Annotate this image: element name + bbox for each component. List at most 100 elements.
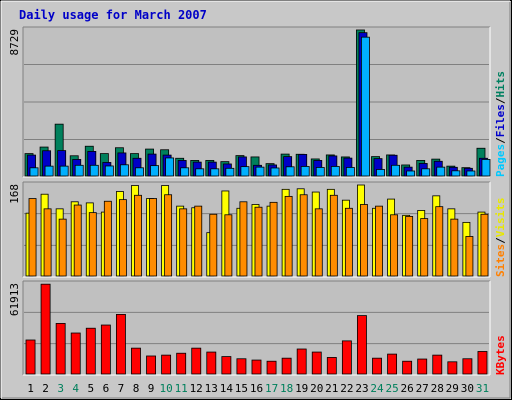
bar-kbytes-day-3 — [55, 323, 66, 375]
x-tick-label-day-8: 8 — [133, 382, 140, 395]
bar-kbytes-day-15 — [236, 358, 247, 375]
legend-pages-files-hits: Pages/Files/Hits — [494, 71, 507, 177]
bar-pages-day-14 — [225, 167, 235, 177]
bar-sites-day-22 — [344, 207, 353, 277]
bar-pages-day-20 — [315, 167, 325, 177]
x-tick-label-day-28: 28 — [431, 382, 444, 395]
x-tick-label-day-16: 16 — [250, 382, 263, 395]
bar-kbytes-day-23 — [357, 315, 367, 375]
x-tick-label-day-6: 6 — [103, 382, 110, 395]
bar-pages-day-25 — [391, 164, 401, 177]
bar-pages-day-30 — [466, 170, 476, 177]
bar-pages-day-31 — [481, 159, 491, 177]
bar-sites-day-21 — [329, 194, 338, 277]
legend-entry: / — [494, 97, 507, 104]
bar-pages-day-4 — [74, 164, 84, 177]
x-tick-label-day-15: 15 — [235, 382, 248, 395]
x-tick-label-day-17: 17 — [265, 382, 278, 395]
bar-kbytes-day-4 — [70, 332, 81, 375]
bar-pages-day-19 — [300, 166, 310, 177]
bar-pages-day-11 — [180, 167, 190, 177]
bar-sites-day-5 — [88, 212, 97, 277]
bar-sites-day-20 — [314, 208, 323, 277]
panel-pages-files-hits: 8729 Pages/Files/Hits — [8, 26, 507, 178]
bar-sites-day-27 — [420, 218, 429, 277]
bar-kbytes-day-2 — [40, 283, 51, 375]
bar-kbytes-day-16 — [251, 359, 262, 375]
bar-sites-day-8 — [134, 194, 142, 277]
x-tick-label-day-30: 30 — [461, 382, 474, 395]
bar-pages-day-6 — [104, 165, 114, 177]
bar-pages-day-22 — [345, 167, 355, 177]
bar-kbytes-day-5 — [85, 327, 96, 375]
bar-pages-day-5 — [89, 164, 99, 177]
x-tick-label-day-25: 25 — [385, 382, 398, 395]
x-tick-label-day-19: 19 — [295, 382, 308, 395]
y-max-label: 168 — [8, 184, 21, 204]
x-tick-label-day-24: 24 — [370, 382, 384, 395]
bar-kbytes-day-31 — [477, 351, 488, 375]
x-tick-label-day-13: 13 — [205, 382, 218, 395]
bar-kbytes-day-22 — [341, 340, 352, 375]
bar-pages-day-24 — [376, 169, 385, 177]
x-tick-label-day-11: 11 — [175, 382, 188, 395]
panel-kbytes: 61913 KBytes — [8, 280, 507, 376]
bar-sites-day-14 — [224, 214, 233, 277]
x-tick-label-day-20: 20 — [310, 382, 323, 395]
legend-entry: / — [494, 237, 507, 244]
bar-kbytes-day-9 — [146, 355, 156, 375]
bar-kbytes-day-26 — [402, 360, 413, 375]
legend-entry: Pages — [494, 144, 507, 177]
bar-pages-day-12 — [195, 168, 205, 177]
bar-pages-day-26 — [406, 170, 416, 177]
bar-pages-day-3 — [59, 165, 69, 177]
bar-kbytes-day-11 — [176, 352, 187, 375]
x-tick-label-day-3: 3 — [57, 382, 64, 395]
bar-pages-day-2 — [44, 165, 54, 177]
x-tick-label-day-1: 1 — [27, 382, 34, 395]
x-tick-label-day-31: 31 — [476, 382, 489, 395]
bar-kbytes-day-19 — [296, 348, 307, 375]
y-max-label: 8729 — [8, 29, 21, 56]
bar-sites-day-23 — [360, 204, 368, 277]
bar-pages-day-18 — [285, 166, 295, 177]
bar-pages-day-17 — [270, 167, 280, 177]
bar-sites-day-15 — [239, 201, 248, 277]
bar-kbytes-day-8 — [131, 347, 141, 375]
bar-pages-day-27 — [421, 168, 431, 177]
bar-kbytes-day-6 — [100, 324, 111, 375]
bar-kbytes-day-27 — [417, 358, 428, 375]
x-tick-label-day-26: 26 — [400, 382, 413, 395]
bar-pages-day-29 — [451, 170, 461, 177]
x-tick-label-day-29: 29 — [446, 382, 459, 395]
bar-pages-day-9 — [150, 165, 159, 177]
legend-sites-visits: Sites/Visits — [494, 198, 507, 278]
bar-sites-day-11 — [179, 208, 188, 277]
x-tick-label-day-27: 27 — [416, 382, 429, 395]
bar-sites-day-3 — [58, 218, 67, 277]
y-max-label: 61913 — [8, 283, 21, 316]
bar-sites-day-31 — [480, 213, 489, 277]
bar-sites-day-4 — [73, 204, 82, 277]
legend-entry: Hits — [494, 71, 507, 98]
legend-entry: / — [494, 137, 507, 144]
x-tick-label-day-14: 14 — [220, 382, 234, 395]
bar-sites-day-25 — [390, 214, 399, 277]
bar-kbytes-day-20 — [311, 351, 322, 375]
x-tick-label-day-2: 2 — [42, 382, 49, 395]
bar-kbytes-day-1 — [25, 339, 36, 375]
bar-kbytes-day-7 — [115, 314, 126, 375]
bar-kbytes-day-12 — [191, 347, 202, 375]
bar-kbytes-day-25 — [387, 353, 398, 375]
bar-pages-day-8 — [135, 167, 144, 177]
x-tick-label-day-23: 23 — [355, 382, 368, 395]
bar-pages-day-15 — [240, 166, 250, 177]
bar-sites-day-16 — [254, 206, 263, 277]
chart-panels: 8729 Pages/Files/Hits 168 Sites/Visits 61913… — [8, 26, 507, 376]
bar-kbytes-day-13 — [206, 351, 217, 375]
x-tick-label-day-12: 12 — [190, 382, 203, 395]
x-tick-label-day-5: 5 — [87, 382, 94, 395]
x-tick-label-day-9: 9 — [148, 382, 155, 395]
bar-pages-day-16 — [255, 166, 265, 177]
